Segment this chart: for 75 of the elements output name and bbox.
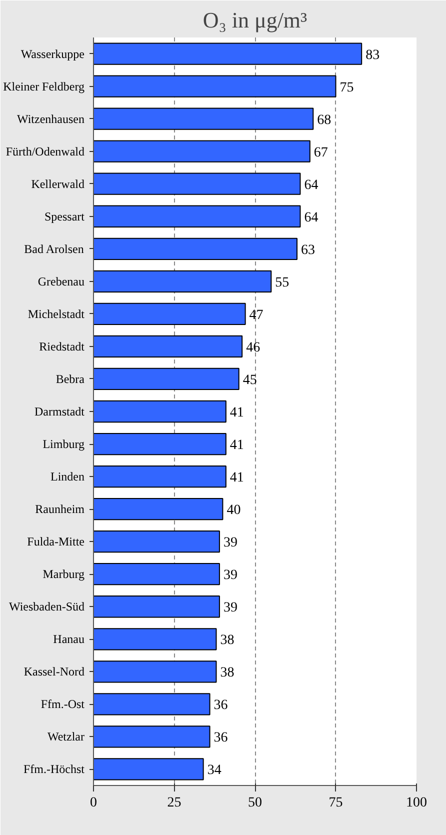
x-tick-label: 100 [406,796,427,810]
x-tick-label: 0 [90,796,97,810]
y-tick-label: Ffm.-Höchst [24,762,86,776]
data-label: 38 [220,666,234,681]
y-tick-label: Linden [50,470,85,484]
data-label: 36 [214,730,228,746]
y-tick-label: Fürth/Odenwald [6,144,84,158]
bar [94,563,220,586]
y-tick-label: Kellerwald [31,176,85,191]
chart-title: O₃ in μg/m³ [202,8,308,32]
data-label: 68 [317,112,332,128]
data-label: 64 [304,178,318,193]
bar [94,238,298,260]
bar [94,465,226,488]
data-label: 41 [230,438,244,454]
x-tick-label: 75 [328,796,343,810]
data-label: 75 [340,80,354,96]
x-tick-label: 25 [167,796,182,810]
y-tick-label: Fulda-Mitte [27,534,84,549]
data-label: 64 [304,210,318,226]
y-tick-label: Grebenau [38,274,84,288]
bar [94,140,310,162]
data-label: 39 [223,536,238,551]
bar [94,42,362,65]
data-label: 83 [366,48,380,63]
bar [94,432,226,456]
y-tick-label: Spessart [44,209,86,224]
bar [94,172,301,195]
y-tick-label: Kassel-Nord [24,664,85,679]
bar [94,270,272,292]
y-tick-label: Witzenhausen [17,112,85,126]
bar [94,335,243,358]
bar [94,302,246,326]
y-tick-label: Wetzlar [47,730,85,744]
bar [94,530,220,553]
y-tick-label: Bebra [56,372,86,386]
data-label: 40 [226,503,241,518]
data-label: 47 [249,308,264,323]
data-label: 46 [246,340,260,356]
y-tick-label: Hanau [53,632,85,646]
y-tick-label: Wiesbaden-Süd [9,600,84,614]
x-tick-label: 50 [248,796,262,810]
data-label: 39 [223,600,238,616]
y-tick-label: Michelstadt [28,306,86,321]
bar [94,205,301,228]
bar [94,368,240,390]
bar [94,75,336,98]
data-label: 39 [223,568,238,584]
y-tick-label: Bad Arolsen [24,242,84,256]
bar [94,660,217,683]
y-tick-label: Raunheim [35,502,86,516]
data-label: 34 [207,763,222,778]
y-tick-label: Riedstadt [39,339,86,354]
data-label: 38 [220,633,234,648]
y-tick-label: Marburg [42,567,85,582]
data-label: 45 [242,372,257,388]
bar [94,726,210,748]
data-label: 41 [230,470,244,486]
bar [94,758,204,780]
bar [94,628,217,650]
y-tick-label: Wasserkuppe [20,46,85,61]
bar [94,693,210,716]
y-tick-label: Limburg [42,437,85,452]
y-tick-label: Ffm.-Ost [40,697,86,712]
y-tick-label: Darmstadt [34,404,86,418]
data-label: 36 [214,698,228,714]
bar [94,400,226,423]
bar [94,498,224,520]
bar [94,108,314,130]
data-label: 41 [230,406,244,420]
y-tick-label: Kleiner Feldberg [3,79,84,94]
data-label: 63 [300,242,315,258]
data-label: 67 [314,145,328,160]
bar [94,596,220,618]
data-label: 55 [275,275,290,290]
